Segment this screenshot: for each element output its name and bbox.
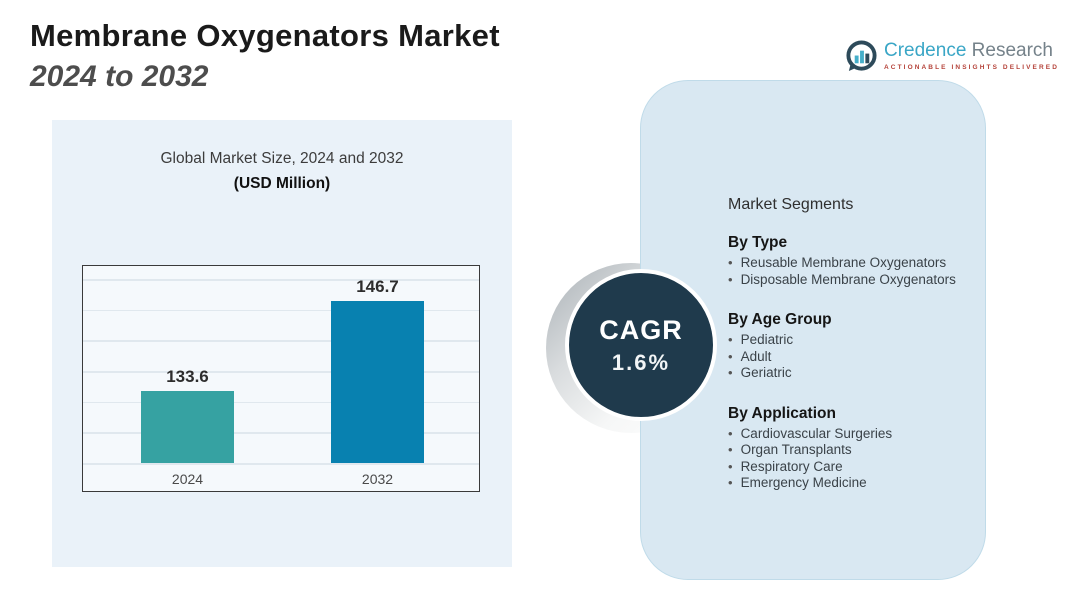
segment-group: By Age Group • Pediatric • Adult • Geriatric [728, 311, 978, 382]
logo-brand-primary: Credence [884, 40, 967, 61]
segment-group-title: By Age Group [728, 311, 832, 328]
segment-item-label: Reusable Membrane Oxygenators [740, 255, 947, 270]
segment-item: • Organ Transplants [728, 442, 978, 459]
segment-group: By Application • Cardiovascular Surgeries •… [728, 405, 978, 492]
logo-brand-secondary: Research [971, 40, 1053, 61]
x-axis-label: 2024 [171, 471, 204, 487]
gridline [83, 401, 479, 404]
bar-2024 [141, 391, 234, 463]
segment-group-title: By Type [728, 234, 788, 251]
page-title: Membrane Oxygenators Market [30, 18, 500, 53]
segment-item: • Cardiovascular Surgeries [728, 426, 978, 443]
page-title-years: 2024 to 2032 [30, 60, 209, 93]
segment-item: • Disposable Membrane Oxygenators [728, 272, 978, 289]
x-axis-label: 2032 [361, 471, 394, 487]
bullet-icon: • [728, 442, 733, 457]
segment-item: • Pediatric [728, 332, 978, 349]
bullet-icon: • [728, 425, 733, 441]
market-segments-content: Market Segments By Type • Reusable Membran… [728, 196, 978, 515]
segment-item-label: Respiratory Care [740, 458, 843, 474]
segment-item-label: Organ Transplants [740, 442, 852, 457]
bullet-icon: • [728, 475, 733, 490]
logo-text: Credence Research ACTIONABLE INSIGHTS DE… [884, 40, 1059, 71]
segment-item-label: Cardiovascular Surgeries [740, 425, 893, 441]
segment-group: By Type • Reusable Membrane Oxygenators • Di… [728, 234, 978, 288]
cagr-label: CAGR [599, 314, 683, 345]
gridline [83, 463, 479, 465]
segment-item: • Respiratory Care [728, 459, 978, 476]
segment-item-label: Emergency Medicine [740, 475, 867, 490]
bullet-icon: • [728, 348, 733, 364]
market-size-chart-panel: Global Market Size, 2024 and 2032 (USD M… [52, 120, 512, 567]
page-title-block: Membrane Oxygenators Market 2024 to 2032 [30, 18, 500, 94]
bar-2032 [331, 301, 424, 463]
gridline [83, 371, 479, 373]
bar-chart-plot-area: 133.6 2024 146.7 2032 [82, 265, 480, 492]
gridline [83, 309, 479, 312]
segment-item: • Reusable Membrane Oxygenators [728, 255, 978, 272]
bullet-icon: • [728, 255, 733, 270]
cagr-value: 1.6% [611, 349, 671, 375]
gridline [83, 279, 479, 281]
segment-item: • Adult [728, 349, 978, 366]
segment-item: • Emergency Medicine [728, 475, 978, 492]
chart-title: Global Market Size, 2024 and 2032 [160, 150, 404, 167]
bullet-icon: • [728, 365, 733, 380]
chart-subtitle: (USD Million) [233, 175, 331, 192]
segment-item: • Geriatric [728, 365, 978, 382]
logo-tagline: ACTIONABLE INSIGHTS DELIVERED [884, 64, 1060, 71]
segment-item-label: Pediatric [740, 332, 794, 347]
segment-group-title: By Application [728, 404, 836, 422]
credence-research-logo: Credence Research ACTIONABLE INSIGHTS DE… [845, 40, 1059, 73]
segment-groups: By Type • Reusable Membrane Oxygenators • Di… [728, 234, 978, 492]
market-segments-heading: Market Segments [728, 196, 854, 213]
bullet-icon: • [728, 271, 733, 287]
segment-item-label: Disposable Membrane Oxygenators [740, 271, 956, 287]
bar-value-label: 146.7 [356, 277, 399, 296]
segment-item-label: Geriatric [740, 365, 792, 380]
gridline [83, 340, 479, 342]
bullet-icon: • [728, 458, 733, 474]
bar-value-label: 133.6 [166, 367, 209, 386]
gridline [83, 432, 479, 434]
bar-chart-bubble-icon [845, 40, 878, 73]
segment-item-label: Adult [740, 348, 772, 364]
cagr-badge: CAGR 1.6% [565, 269, 717, 421]
bullet-icon: • [728, 332, 733, 347]
logo-brand-name: Credence Research [884, 40, 1059, 62]
